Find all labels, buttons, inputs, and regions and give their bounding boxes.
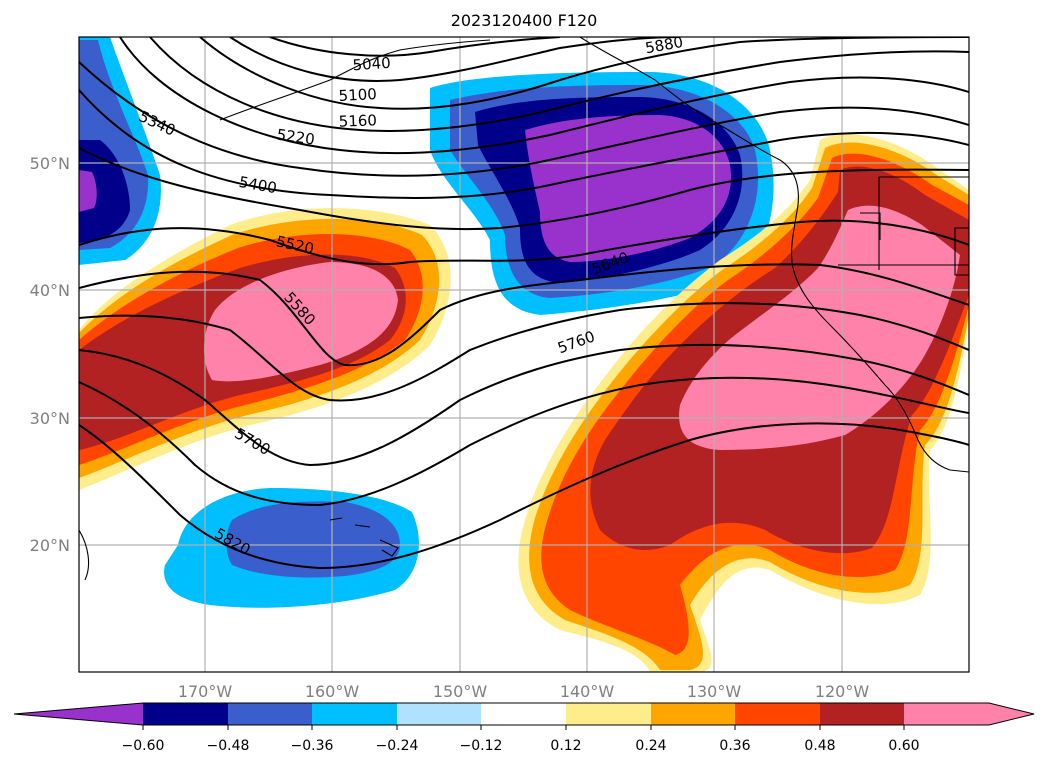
- lat-label: 40°N: [30, 281, 70, 300]
- colorbar-segment: [820, 703, 905, 725]
- map-title: 2023120400 F120: [451, 11, 598, 30]
- graticule: [79, 37, 969, 672]
- longitude-labels: 170°W 160°W 150°W 140°W 130°W 120°W: [178, 682, 870, 701]
- colorbar-segment: [397, 703, 482, 725]
- colorbar-segment: [735, 703, 821, 725]
- colorbar-tick-label: −0.36: [291, 738, 334, 754]
- colorbar-tick-label: 0.36: [719, 738, 750, 754]
- colorbar-tick-label: −0.48: [207, 738, 250, 754]
- negative-anomaly-northeast-pacific: [430, 71, 774, 315]
- colorbar: −0.60 −0.48 −0.36 −0.24 −0.12 0.12 0.24 …: [13, 702, 1035, 754]
- colorbar-labels: −0.60 −0.48 −0.36 −0.24 −0.12 0.12 0.24 …: [122, 738, 920, 754]
- lat-label: 30°N: [30, 409, 70, 428]
- colorbar-segment: [904, 703, 990, 725]
- colorbar-tick-label: −0.24: [376, 738, 419, 754]
- height-contours: [79, 37, 969, 570]
- negative-anomaly-northwest: [79, 37, 161, 265]
- lon-label: 160°W: [305, 682, 360, 701]
- contour-label: 5160: [338, 111, 377, 130]
- colorbar-extend-low: [14, 703, 143, 725]
- colorbar-tick-label: 0.24: [635, 738, 666, 754]
- colorbar-tick-label: 0.48: [804, 738, 835, 754]
- negative-anomaly-hawaii: [164, 488, 419, 608]
- contour-label: 5040: [352, 54, 391, 75]
- colorbar-extend-high: [989, 703, 1034, 725]
- colorbar-ticks: [142, 725, 905, 730]
- lat-label: 50°N: [30, 154, 70, 173]
- map-panel: [78, 36, 970, 673]
- colorbar-segment: [481, 703, 567, 725]
- colorbar-tick-label: 0.12: [550, 738, 581, 754]
- contour-label: 5220: [276, 125, 316, 148]
- lon-label: 140°W: [560, 682, 615, 701]
- map-frame: [78, 36, 970, 673]
- lat-label: 20°N: [30, 536, 70, 555]
- coastlines: [79, 37, 969, 581]
- contour-label: 5100: [338, 85, 377, 105]
- anomaly-field: [79, 37, 969, 672]
- colorbar-segment: [651, 703, 736, 725]
- positive-anomaly-eastern-pacific: [518, 134, 969, 672]
- lon-label: 150°W: [433, 682, 488, 701]
- lon-label: 130°W: [687, 682, 742, 701]
- lon-label: 120°W: [815, 682, 870, 701]
- colorbar-segment: [566, 703, 652, 725]
- colorbar-tick-label: −0.60: [122, 738, 165, 754]
- lon-label: 170°W: [178, 682, 233, 701]
- colorbar-segment: [312, 703, 398, 725]
- colorbar-tick-label: −0.12: [460, 738, 503, 754]
- colorbar-segment: [143, 703, 229, 725]
- latitude-labels: 50°N 40°N 30°N 20°N: [30, 154, 70, 555]
- colorbar-tick-label: 0.60: [888, 738, 919, 754]
- colorbar-segment: [228, 703, 313, 725]
